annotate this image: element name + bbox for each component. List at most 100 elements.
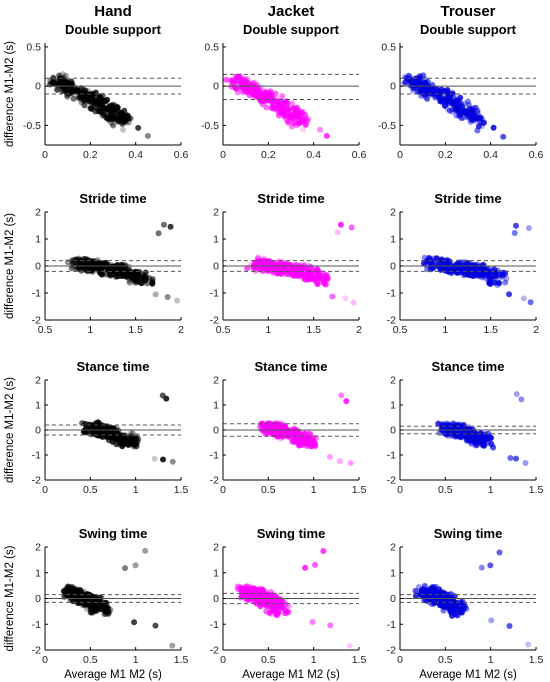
- x-tick-label: 0.2: [261, 149, 276, 161]
- data-point: [479, 271, 486, 278]
- data-point: [438, 256, 445, 263]
- y-tick-label: 2: [213, 542, 219, 554]
- data-point: [81, 601, 88, 608]
- data-point: [149, 280, 156, 287]
- points: [420, 222, 534, 306]
- data-point: [297, 264, 304, 271]
- data-point: [120, 437, 127, 444]
- x-tick-label: 0: [42, 484, 48, 496]
- data-point: [437, 94, 444, 101]
- data-point: [113, 433, 120, 440]
- data-point: [338, 392, 345, 399]
- data-point: [49, 79, 56, 86]
- x-tick-label: 0: [42, 149, 48, 161]
- y-tick-label: -1: [210, 288, 219, 300]
- data-point: [99, 422, 106, 429]
- x-tick-label: 0.2: [438, 149, 453, 161]
- data-point: [481, 119, 488, 126]
- x-tick-label: 1.5: [174, 484, 189, 496]
- data-point: [463, 433, 470, 440]
- data-point: [443, 422, 450, 429]
- data-point: [238, 80, 245, 87]
- panel-title: Stance time: [255, 359, 328, 374]
- x-tick-label: 1: [488, 484, 494, 496]
- y-tick-label: 2: [35, 375, 41, 387]
- data-point: [407, 77, 414, 84]
- data-point: [426, 254, 433, 261]
- data-point: [410, 87, 417, 94]
- data-point: [439, 97, 446, 104]
- data-point: [446, 107, 453, 114]
- data-point: [480, 440, 487, 447]
- y-tick-label: 0: [35, 425, 41, 437]
- data-point: [507, 455, 514, 462]
- data-point: [350, 299, 357, 306]
- data-point: [272, 90, 279, 97]
- data-point: [132, 270, 139, 277]
- data-point: [277, 102, 284, 109]
- data-point: [281, 423, 288, 430]
- data-point: [88, 106, 95, 113]
- y-tick-label: 2: [213, 207, 219, 219]
- data-point: [310, 270, 317, 277]
- data-point: [496, 280, 503, 287]
- data-point: [114, 104, 121, 111]
- x-tick-label: 0: [42, 654, 48, 666]
- data-point: [253, 258, 260, 265]
- data-point: [223, 76, 230, 83]
- data-point: [152, 622, 159, 629]
- y-tick-label: 0: [213, 81, 219, 93]
- panel-0-jacket: 0 0.2 0.4 0.6 -0.5 0 0.5 Double support: [201, 22, 367, 161]
- data-point: [468, 114, 475, 121]
- y-axis-label: difference M1-M2 (s): [4, 41, 16, 147]
- data-point: [255, 94, 262, 101]
- data-point: [312, 561, 319, 568]
- y-tick-label: 2: [390, 375, 396, 387]
- x-tick-label: 1: [311, 484, 317, 496]
- data-point: [110, 114, 117, 121]
- data-point: [237, 584, 244, 591]
- data-point: [490, 124, 497, 131]
- data-point: [326, 453, 333, 460]
- data-point: [259, 268, 266, 275]
- data-point: [97, 599, 104, 606]
- x-tick-label: 1: [133, 484, 139, 496]
- data-point: [112, 109, 119, 116]
- data-point: [135, 124, 142, 131]
- y-tick-label: 0: [35, 593, 41, 605]
- data-point: [490, 269, 497, 276]
- data-point: [506, 291, 513, 298]
- x-tick-label: 1.5: [483, 324, 498, 336]
- data-point: [61, 85, 68, 92]
- data-point: [286, 267, 293, 274]
- data-point: [451, 423, 458, 430]
- y-tick-label: 1: [213, 567, 219, 579]
- x-tick-label: 0: [397, 484, 403, 496]
- data-point: [68, 78, 75, 85]
- data-point: [138, 280, 145, 287]
- x-tick-label: 0.5: [216, 324, 231, 336]
- data-point: [500, 133, 507, 140]
- data-point: [440, 422, 447, 429]
- data-point: [113, 424, 120, 431]
- data-point: [465, 101, 472, 108]
- data-point: [347, 459, 354, 466]
- data-point: [295, 118, 302, 125]
- data-point: [133, 434, 140, 441]
- data-point: [299, 270, 306, 277]
- x-tick-label: 1: [87, 324, 93, 336]
- panel-3-trouser: 0 0.5 1 1.5 -2 -1 0 1 2 Swing time Average M1 M2 (…: [387, 526, 544, 681]
- panel-title: Stance time: [77, 359, 150, 374]
- data-point: [85, 592, 92, 599]
- data-point: [250, 584, 257, 591]
- panel-title: Swing time: [257, 526, 326, 541]
- data-point: [458, 609, 465, 616]
- data-point: [295, 110, 302, 117]
- y-tick-label: -1: [387, 288, 396, 300]
- data-point: [286, 112, 293, 119]
- x-tick-label: 0.4: [483, 149, 498, 161]
- data-point: [97, 94, 104, 101]
- data-point: [436, 429, 443, 436]
- data-point: [169, 458, 176, 465]
- x-tick-label: 0.5: [83, 654, 98, 666]
